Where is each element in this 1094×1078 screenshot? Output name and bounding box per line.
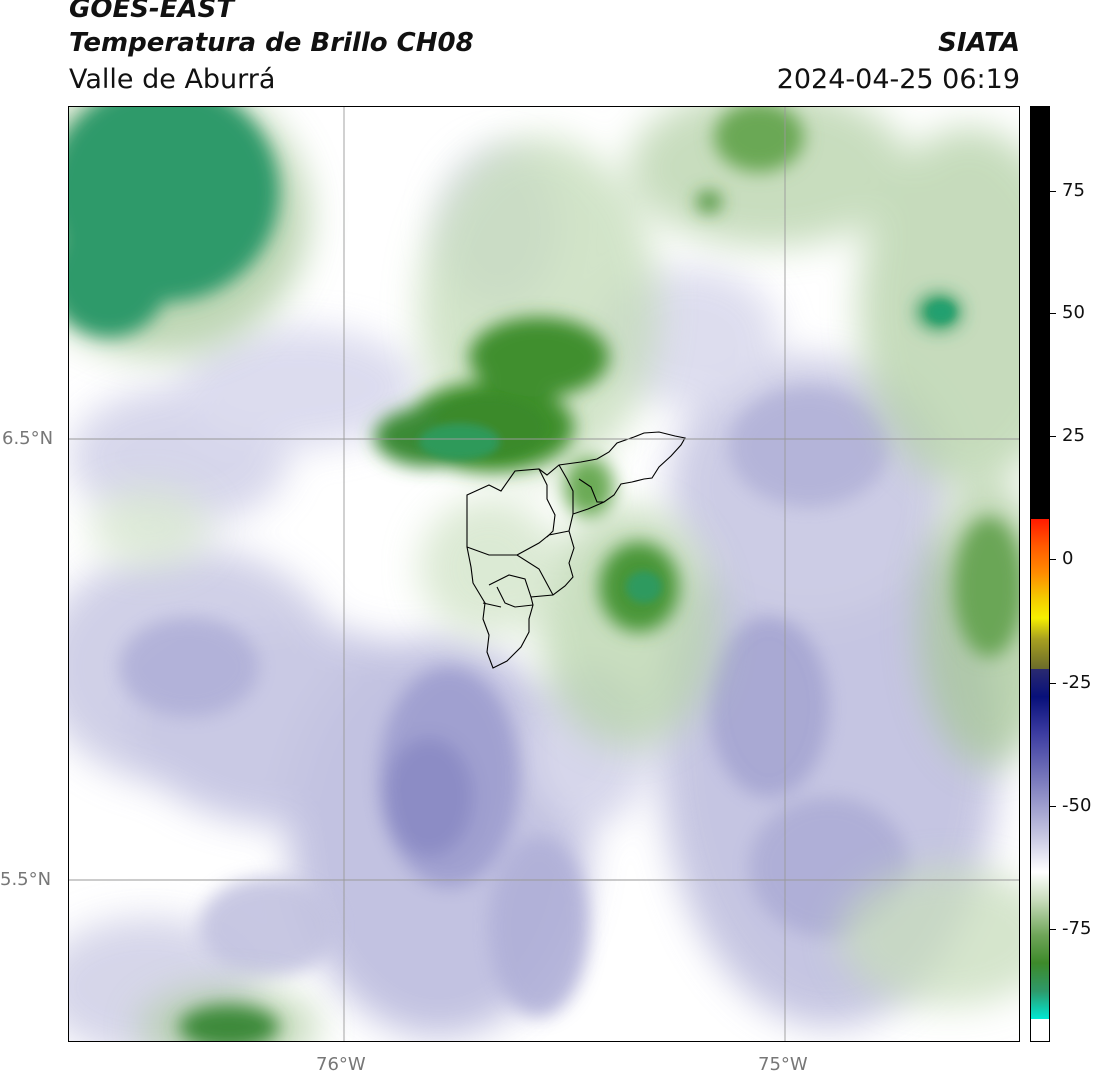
colorbar-tick [1050, 191, 1056, 192]
colorbar-warm-segment [1031, 519, 1049, 669]
colorbar-label-minus75: -75 [1062, 918, 1092, 939]
colorbar-label-50: 50 [1062, 302, 1085, 323]
title-product: Temperatura de Brillo CH08 [69, 28, 474, 58]
title-agency: SIATA [938, 28, 1020, 58]
colorbar-label-75: 75 [1062, 180, 1085, 201]
colorbar-label-25: 25 [1062, 425, 1085, 446]
colorbar-tick [1050, 929, 1056, 930]
colorbar-tick [1050, 313, 1056, 314]
colorbar-white-tail [1031, 1019, 1049, 1041]
lat-label-5-5: 5.5°N [0, 869, 52, 890]
colorbar-label-minus50: -50 [1062, 795, 1092, 816]
lon-label-75w: 75°W [758, 1054, 808, 1075]
colorbar-black-segment [1031, 107, 1049, 519]
lon-label-76w: 76°W [316, 1054, 366, 1075]
colorbar [1030, 106, 1050, 1042]
title-satellite: GOES-EAST [69, 0, 235, 24]
colorbar-label-0: 0 [1062, 548, 1074, 569]
title-timestamp: 2024-04-25 06:19 [776, 64, 1020, 95]
lat-label-6-5: 6.5°N [2, 428, 54, 449]
colorbar-tick [1050, 436, 1056, 437]
brightness-temperature-map [68, 106, 1020, 1042]
colorbar-tick [1050, 806, 1056, 807]
colorbar-label-minus25: -25 [1062, 672, 1092, 693]
valle-de-aburra-boundaries [466, 431, 686, 669]
colorbar-tick [1050, 559, 1056, 560]
colorbar-cold-segment [1031, 669, 1049, 1019]
colorbar-tick [1050, 683, 1056, 684]
title-region: Valle de Aburrá [69, 64, 276, 95]
temperature-field [69, 107, 1019, 1041]
